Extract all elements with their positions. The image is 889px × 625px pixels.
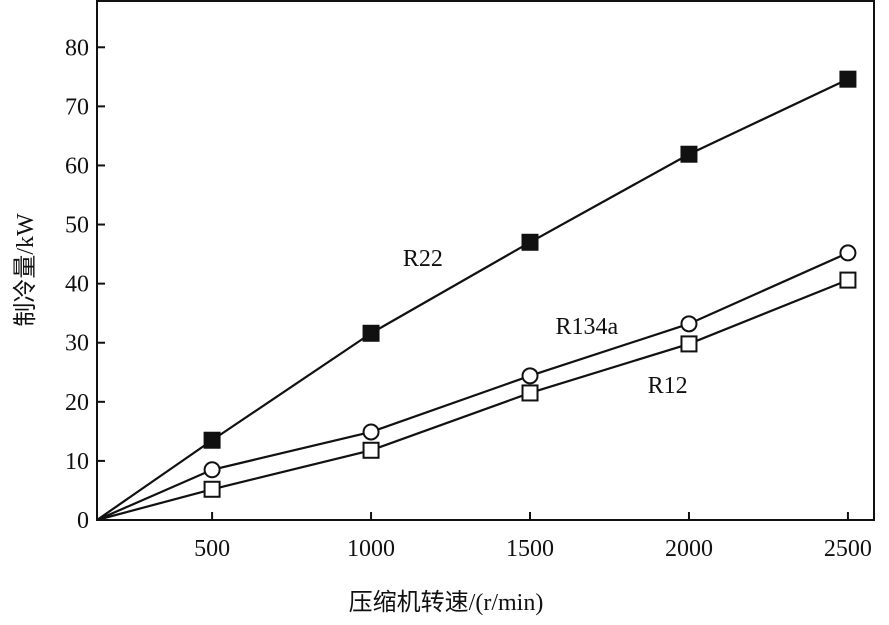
data-point <box>521 384 539 402</box>
y-tick-label: 80 <box>65 35 89 61</box>
x-tick-label: 2000 <box>665 536 713 562</box>
data-point <box>203 480 221 498</box>
data-point <box>839 271 857 289</box>
x-tick-label: 1000 <box>347 536 395 562</box>
data-point <box>680 315 698 333</box>
x-tick-label: 1500 <box>506 536 554 562</box>
series-label: R134a <box>555 314 618 340</box>
y-tick-label: 60 <box>65 153 89 179</box>
y-tick-label: 0 <box>77 508 89 534</box>
data-point <box>839 70 857 88</box>
y-tick-label: 50 <box>65 213 89 239</box>
series-R134a: R134a <box>96 244 857 522</box>
series-label: R12 <box>648 373 688 399</box>
y-tick-label: 20 <box>65 390 89 416</box>
x-axis-label: 压缩机转速/(r/min) <box>349 589 544 616</box>
series-line <box>96 78 849 521</box>
series-label: R22 <box>403 246 443 272</box>
series-line <box>96 279 849 522</box>
data-point <box>203 461 221 479</box>
y-tick-label: 70 <box>65 94 89 120</box>
x-tick-label: 2500 <box>824 536 872 562</box>
series-R22: R22 <box>96 70 857 521</box>
y-tick-label: 30 <box>65 331 89 357</box>
data-point <box>839 244 857 262</box>
data-point <box>680 335 698 353</box>
y-tick-label: 40 <box>65 272 89 298</box>
data-point <box>680 145 698 163</box>
data-point <box>362 324 380 342</box>
series-line <box>96 251 849 522</box>
data-point <box>521 233 539 251</box>
data-point <box>362 423 380 441</box>
plot-frame <box>96 0 875 521</box>
y-tick-label: 10 <box>65 449 89 475</box>
data-point <box>362 441 380 459</box>
series-R12: R12 <box>96 271 857 522</box>
data-point <box>521 367 539 385</box>
data-point <box>203 431 221 449</box>
y-axis-label: 制冷量/kW <box>12 213 39 327</box>
x-tick-label: 500 <box>194 536 230 562</box>
